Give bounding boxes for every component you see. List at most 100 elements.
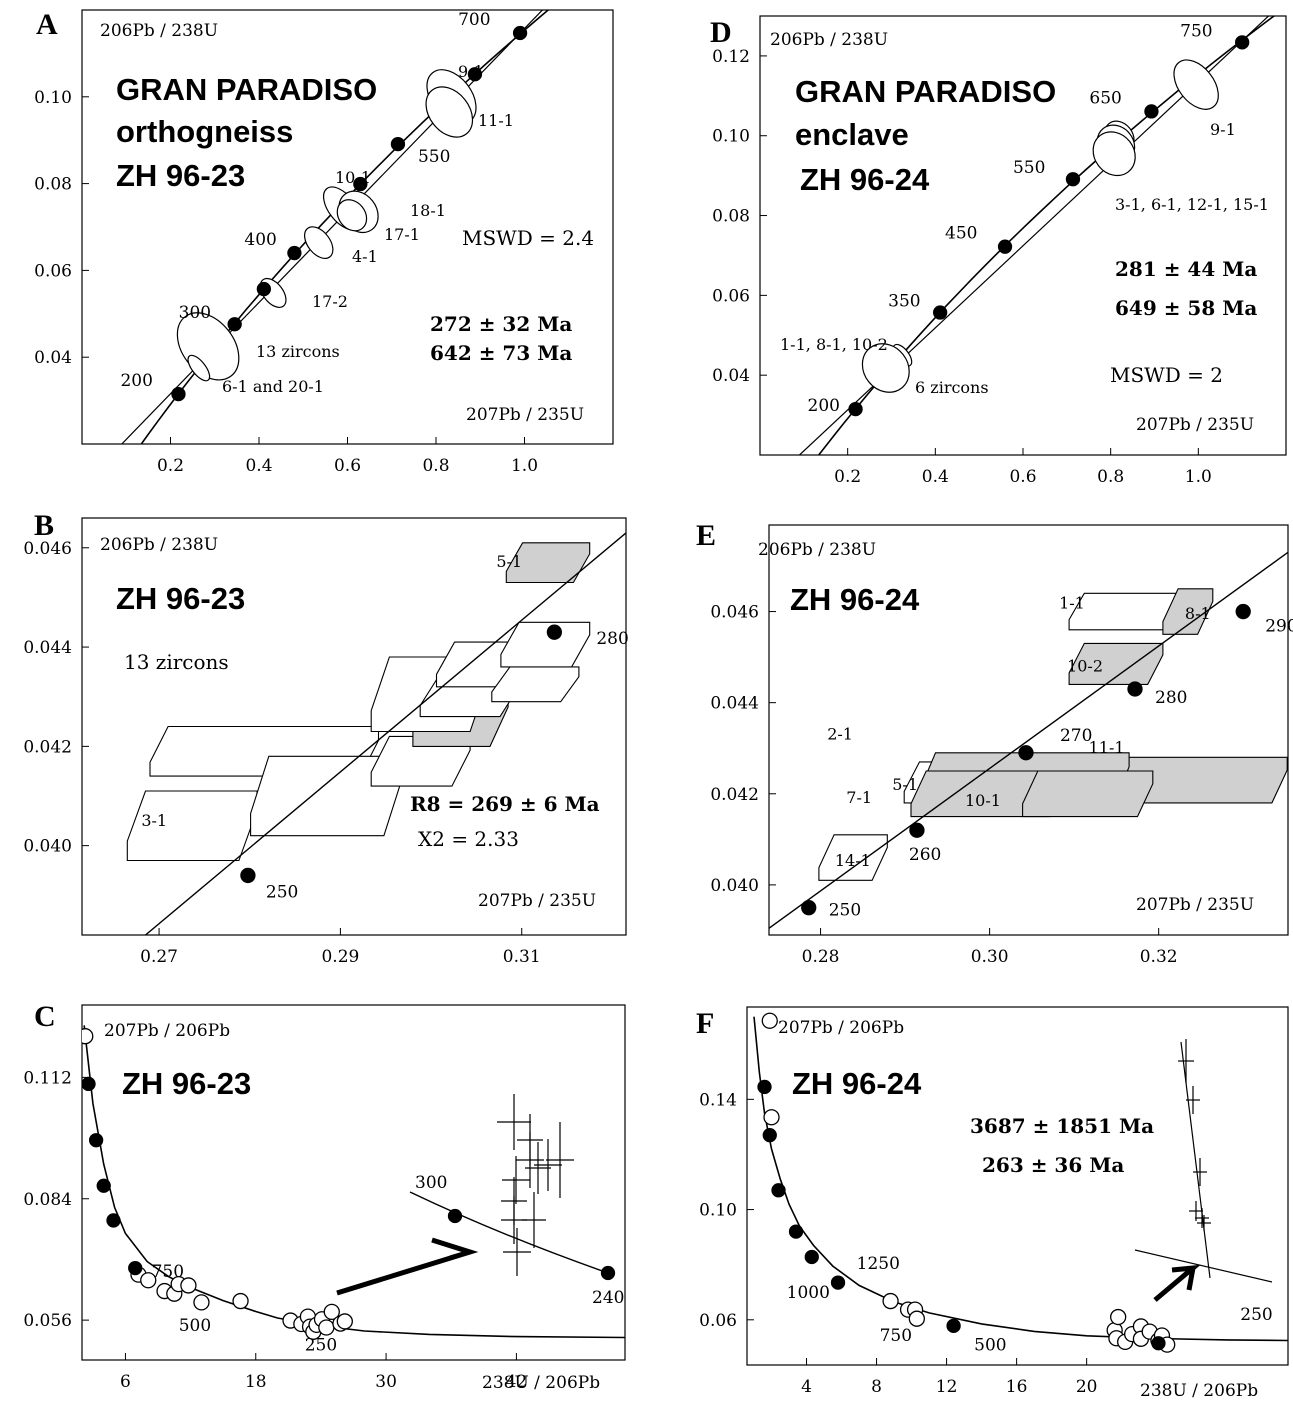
box-label: 7-1 — [846, 788, 872, 807]
discordia-line — [1180, 1041, 1211, 1279]
ellipse-label: 6-1 and 20-1 — [222, 377, 324, 396]
panel-letter: F — [696, 1007, 714, 1040]
concordia-age-point — [82, 1076, 96, 1092]
panel-a: 0.2 0.4 0.6 0.8 1.0 0.04 0.06 0.08 0.10 A 200 300 40… — [34, 8, 614, 476]
box-label: 11-1 — [1089, 738, 1125, 757]
inset-curve — [1134, 1249, 1273, 1283]
concordia-curve — [817, 16, 1276, 455]
concordia-age-point — [546, 624, 563, 640]
age-result: 649 ± 58 Ma — [1115, 296, 1257, 320]
ellipse-label: 13 zircons — [256, 342, 340, 361]
x-tick-label: 0.6 — [334, 456, 361, 476]
error-box — [818, 834, 888, 881]
open-circle-point — [763, 1109, 780, 1126]
open-circle-point — [82, 1028, 94, 1045]
panel-c: 6 18 30 42 0.056 0.084 0.112 C 250 500 750 ZH 96-23… — [23, 1000, 626, 1393]
inset-curve — [409, 1191, 609, 1274]
age-label: 650 — [1089, 88, 1121, 108]
y-tick-label: 0.14 — [699, 1090, 737, 1110]
age-label: 200 — [808, 396, 840, 416]
open-circle-point — [323, 1303, 340, 1321]
age-label: 550 — [418, 147, 450, 167]
y-axis-label: 206Pb / 238U — [770, 30, 888, 50]
open-circle-point — [336, 1313, 353, 1330]
y-tick-label: 0.084 — [23, 1190, 72, 1210]
ellipse-label: 9-1 — [1210, 120, 1236, 139]
y-tick-label: 0.08 — [712, 207, 750, 227]
concordia-line — [145, 532, 626, 935]
x-tick-label: 0.28 — [802, 947, 840, 967]
box-label: 2-1 — [827, 724, 853, 743]
concordia-age-point — [88, 1133, 104, 1148]
panel-title: ZH 96-24 — [800, 162, 930, 197]
panel-e: 0.28 0.30 0.32 0.040 0.042 0.044 0.046 E 1-1 8-1 1… — [696, 519, 1293, 967]
age-label: 1250 — [857, 1254, 900, 1274]
ellipse-label: 9-1 — [458, 62, 484, 81]
concordia-age-point — [762, 1128, 777, 1143]
concordia-age-point — [1144, 104, 1159, 119]
age-label: 500 — [179, 1316, 211, 1336]
concordia-age-point — [757, 1079, 772, 1095]
panel-title: enclave — [795, 117, 909, 152]
error-ellipse — [1092, 131, 1136, 177]
ellipse-label: 17-2 — [312, 292, 348, 311]
y-tick-label: 0.056 — [23, 1311, 72, 1331]
panel-title: orthogneiss — [116, 114, 293, 149]
age-result: 272 ± 32 Ma — [430, 312, 572, 336]
panel-title: ZH 96-24 — [792, 1066, 922, 1101]
age-result: 263 ± 36 Ma — [982, 1153, 1124, 1177]
age-label: 270 — [1060, 726, 1092, 746]
plot-frame — [81, 517, 627, 936]
mswd-value: MSWD = 2.4 — [462, 226, 594, 250]
y-tick-label: 0.042 — [710, 785, 759, 805]
age-label: 350 — [888, 292, 920, 312]
x-tick-label: 1.0 — [1185, 467, 1212, 487]
age-label: 500 — [974, 1335, 1006, 1355]
y-axis-label: 206Pb / 238U — [100, 535, 218, 555]
box-label: 5-1 — [496, 552, 522, 571]
concordia-age-point — [256, 281, 272, 297]
age-label: 250 — [266, 882, 298, 902]
zoom-arrow-icon — [336, 1237, 479, 1296]
y-axis-label: 206Pb / 238U — [100, 21, 218, 41]
ellipse-label: 17-1 — [384, 225, 420, 244]
y-axis-label: 207Pb / 206Pb — [104, 1021, 230, 1041]
x-axis-label: 238U / 206Pb — [1140, 1381, 1258, 1401]
box-label: 14-1 — [835, 851, 871, 870]
error-ellipse — [861, 343, 910, 393]
x-tick-label: 0.31 — [503, 947, 541, 967]
box-label: 8-1 — [1185, 604, 1211, 623]
y-tick-label: 0.046 — [710, 603, 759, 623]
panel-title: ZH 96-24 — [790, 582, 920, 617]
panel-title: ZH 96-23 — [116, 581, 245, 616]
concordia-age-point — [353, 176, 368, 192]
error-ellipse — [1173, 59, 1219, 110]
age-result: 642 ± 73 Ma — [430, 341, 572, 365]
age-result: R8 = 269 ± 6 Ma — [410, 792, 600, 816]
open-circle-point — [232, 1292, 249, 1310]
x-tick-label: 16 — [1006, 1377, 1028, 1397]
age-label: 250 — [829, 901, 861, 921]
ellipse-label: 3-1, 6-1, 12-1, 15-1 — [1115, 195, 1269, 214]
age-label: 290 — [1265, 617, 1293, 637]
error-ellipse — [425, 86, 474, 138]
x-tick-label: 18 — [245, 1372, 267, 1392]
x-tick-label: 0.30 — [971, 947, 1009, 967]
x-tick-label: 0.6 — [1009, 467, 1036, 487]
error-box — [500, 621, 591, 668]
age-label: 400 — [244, 230, 276, 250]
plot-frame — [746, 1006, 1289, 1366]
x-tick-label: 0.32 — [1140, 947, 1178, 967]
open-circle-point — [908, 1310, 925, 1327]
x-tick-label: 20 — [1076, 1377, 1098, 1397]
concordia-age-point — [512, 25, 528, 41]
error-box — [1162, 588, 1214, 635]
panel-f: 4 8 12 16 20 0.06 0.10 0.14 F 250 500 750 1000 1250 ZH… — [696, 1006, 1289, 1401]
error-ellipse — [187, 354, 211, 382]
concordia-age-point — [1018, 745, 1034, 761]
inset-age-point — [447, 1208, 463, 1224]
x-tick-label: 0.2 — [834, 467, 861, 487]
age-label: 250 — [305, 1335, 337, 1355]
x-tick-label: 0.27 — [140, 947, 178, 967]
